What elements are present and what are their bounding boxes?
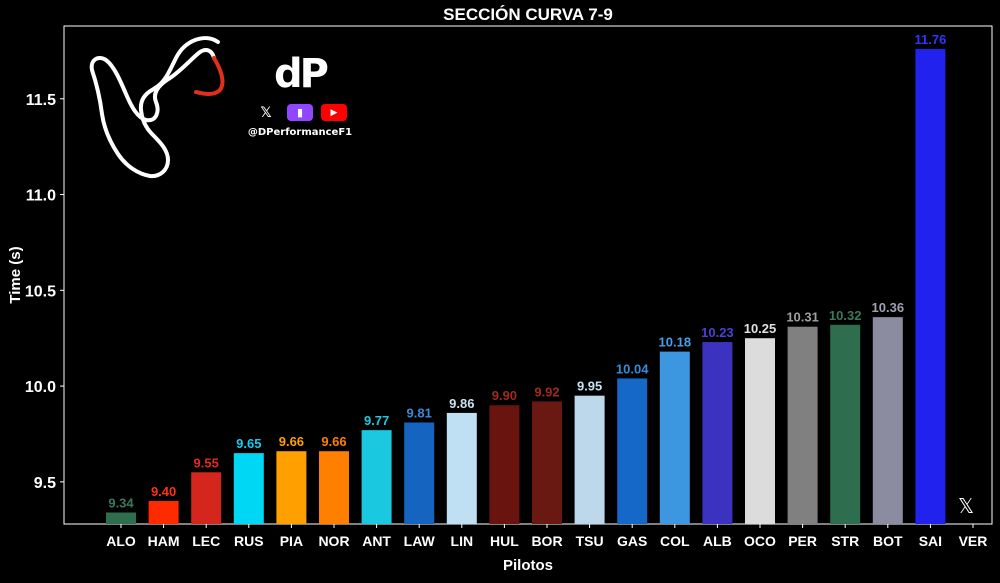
value-label-ham: 9.40: [151, 484, 176, 499]
y-tick-label: 9.5: [34, 475, 56, 492]
x-tick-label-sai: SAI: [919, 533, 942, 549]
value-label-str: 10.32: [829, 308, 862, 323]
bar-per: [787, 326, 818, 524]
y-axis-label: Time (s): [7, 246, 24, 303]
x-tick-label-tsu: TSU: [576, 533, 604, 549]
track-map-icon: [89, 36, 225, 179]
y-tick-label: 10.5: [25, 283, 56, 300]
value-label-alb: 10.23: [701, 325, 734, 340]
value-label-nor: 9.66: [321, 434, 346, 449]
x-tick-label-alo: ALO: [106, 533, 136, 549]
x-tick-label-oco: OCO: [744, 533, 776, 549]
brand-block: dP 𝕏 ▮ ▶ @DPerformanceF1: [240, 52, 360, 138]
brand-logo: dP: [274, 51, 329, 97]
x-tick-label-per: PER: [788, 533, 817, 549]
bar-ham: [148, 501, 179, 524]
value-label-oco: 10.25: [744, 321, 777, 336]
bar-oco: [745, 338, 775, 524]
value-label-gas: 10.04: [616, 361, 649, 376]
x-tick-label-bor: BOR: [531, 533, 562, 549]
y-tick-label: 11.5: [26, 92, 56, 109]
value-label-law: 9.81: [407, 405, 432, 420]
bar-hul: [489, 405, 520, 524]
value-label-per: 10.31: [786, 310, 819, 325]
corner-x-icon[interactable]: 𝕏: [958, 494, 975, 518]
value-label-rus: 9.65: [236, 436, 261, 451]
bar-sai: [915, 48, 946, 524]
bar-rus: [233, 453, 264, 524]
bar-lec: [191, 472, 222, 524]
social-icons: 𝕏 ▮ ▶: [240, 104, 360, 121]
value-label-pia: 9.66: [279, 434, 304, 449]
y-tick-label: 10.0: [25, 379, 56, 396]
youtube-icon[interactable]: ▶: [321, 104, 347, 121]
bar-bor: [532, 401, 562, 524]
value-label-ant: 9.77: [364, 413, 389, 428]
x-tick-label-hul: HUL: [490, 533, 519, 549]
value-label-tsu: 9.95: [577, 379, 602, 394]
value-label-hul: 9.90: [492, 388, 517, 403]
x-axis-label: Pilotos: [503, 557, 553, 574]
bar-lin: [446, 412, 477, 524]
bar-law: [404, 422, 435, 524]
bar-tsu: [574, 395, 605, 524]
bar-gas: [617, 378, 648, 524]
x-axis: ALO HAM LEC RUS PIA NOR ANT LAW LIN HUL BOR TSU GAS C…: [106, 524, 987, 549]
value-label-col: 10.18: [659, 335, 692, 350]
x-tick-label-col: COL: [660, 533, 690, 549]
bar-bot: [872, 317, 903, 524]
bars-layer: [106, 48, 946, 524]
x-tick-label-pia: PIA: [280, 533, 303, 549]
bar-ant: [361, 430, 392, 524]
x-icon[interactable]: 𝕏: [260, 104, 272, 121]
value-labels-layer: 9.34 9.40 9.55 9.65 9.66 9.66 9.77 9.81 9.86 9.90…: [108, 32, 946, 511]
bar-nor: [319, 451, 349, 524]
x-tick-label-ver: VER: [959, 533, 988, 549]
plot-frame: [63, 25, 993, 525]
x-tick-label-bot: BOT: [873, 533, 903, 549]
x-tick-label-law: LAW: [404, 533, 436, 549]
bar-alo: [106, 512, 136, 524]
value-label-bor: 9.92: [534, 384, 559, 399]
twitch-icon[interactable]: ▮: [287, 104, 313, 121]
x-tick-label-lec: LEC: [192, 533, 220, 549]
bar-col: [659, 351, 690, 524]
x-tick-label-alb: ALB: [703, 533, 732, 549]
social-handle: @DPerformanceF1: [247, 127, 353, 138]
value-label-lin: 9.86: [449, 396, 474, 411]
y-axis: 9.5 10.0 10.5 11.0 11.5: [25, 92, 64, 492]
value-label-sai: 11.76: [914, 32, 946, 47]
x-tick-label-str: STR: [831, 533, 859, 549]
value-label-lec: 9.55: [194, 455, 219, 470]
x-tick-label-ant: ANT: [362, 533, 391, 549]
value-label-alo: 9.34: [108, 496, 134, 511]
x-tick-label-nor: NOR: [318, 533, 349, 549]
y-tick-label: 11.0: [26, 188, 56, 205]
bar-alb: [702, 342, 733, 524]
chart-title: SECCIÓN CURVA 7-9: [443, 5, 613, 24]
x-tick-label-rus: RUS: [234, 533, 264, 549]
value-label-bot: 10.36: [872, 300, 905, 315]
bar-str: [830, 324, 861, 524]
x-tick-label-gas: GAS: [617, 533, 647, 549]
x-tick-label-lin: LIN: [451, 533, 474, 549]
x-tick-label-ham: HAM: [148, 533, 180, 549]
bar-pia: [276, 451, 307, 524]
